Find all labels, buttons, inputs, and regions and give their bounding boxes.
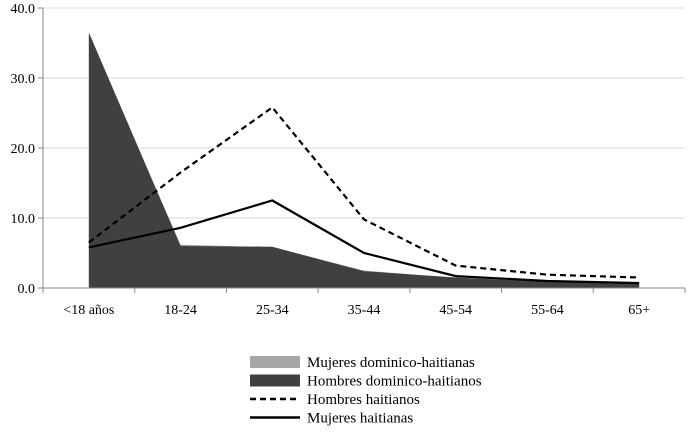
legend-swatch-0 — [250, 356, 300, 368]
legend: Mujeres dominico-haitianas Hombres domini… — [250, 355, 482, 427]
legend-label-2: Hombres haitianos — [307, 392, 420, 408]
x-tick-label: 55-64 — [531, 303, 564, 318]
legend-label-1: Hombres dominico-haitianos — [307, 374, 482, 390]
line-series — [88, 105, 640, 285]
x-tick-label: 65+ — [628, 303, 650, 318]
y-tick-label: 10.0 — [11, 212, 36, 227]
y-tick-label: 30.0 — [11, 72, 36, 87]
area-series — [88, 32, 640, 288]
y-tick-label: 20.0 — [11, 142, 36, 157]
axes — [42, 8, 686, 293]
y-tick-labels: 0.0 10.0 20.0 30.0 40.0 — [11, 2, 36, 297]
legend-label-0: Mujeres dominico-haitianas — [307, 355, 475, 371]
area-1 — [88, 32, 640, 288]
y-tick-label: 40.0 — [11, 2, 36, 17]
x-tick-label: 35-44 — [348, 303, 381, 318]
x-tick-label: 18-24 — [164, 303, 197, 318]
x-tick-label: 45-54 — [439, 303, 472, 318]
x-tick-labels: <18 años 18-24 25-34 35-44 45-54 55-64 65+ — [63, 303, 650, 318]
x-tick-label: 25-34 — [256, 303, 289, 318]
legend-swatch-1 — [250, 374, 300, 387]
x-tick-label: <18 años — [63, 303, 114, 318]
y-tick-label: 0.0 — [18, 282, 36, 297]
legend-label-3: Mujeres haitianas — [307, 411, 413, 427]
